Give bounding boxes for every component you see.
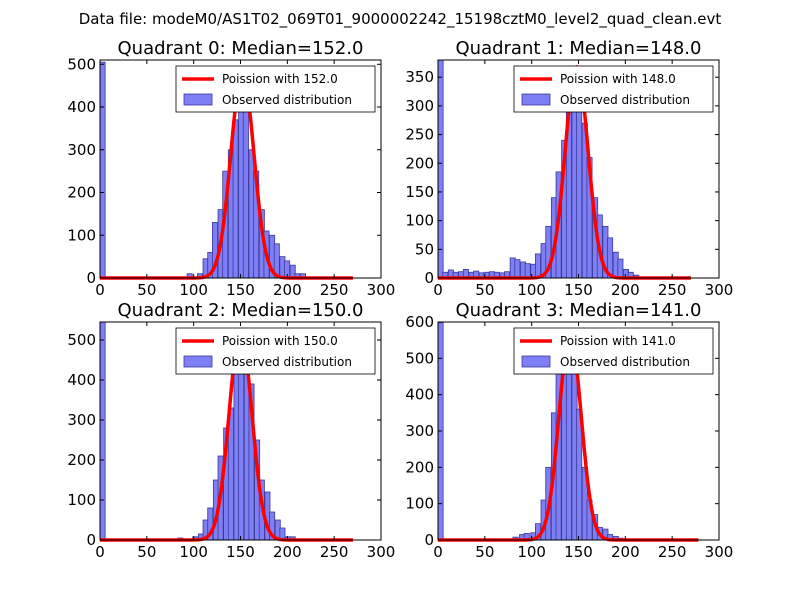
y-tick-label: 150	[405, 183, 434, 201]
x-tick-label: 50	[475, 281, 494, 299]
x-tick-label: 200	[611, 281, 640, 299]
y-tick-label: 100	[67, 491, 96, 509]
y-tick-label: 500	[405, 349, 434, 367]
y-tick-label: 200	[67, 451, 96, 469]
quadrant-2-chart: 0 50 100 150 200 250 300 0 100 200 300 400 500 Quadra…	[67, 300, 395, 561]
histogram-bar	[242, 102, 249, 279]
histogram-bar	[576, 88, 583, 279]
x-tick-label: 100	[179, 543, 208, 561]
y-tick-label: 0	[424, 531, 434, 549]
x-tick-label: 200	[273, 543, 302, 561]
histogram-bar	[535, 253, 541, 279]
x-tick-label: 50	[137, 543, 156, 561]
x-tick-label: 300	[367, 543, 396, 561]
legend-poisson-label: Poission with 141.0	[560, 334, 676, 348]
legend-poisson-label: Poission with 152.0	[222, 72, 338, 86]
x-tick-label: 150	[564, 543, 593, 561]
y-tick-label: 400	[67, 371, 96, 389]
legend-poisson-label: Poission with 150.0	[222, 334, 338, 348]
legend-observed-label: Observed distribution	[560, 355, 690, 369]
x-tick-label: 250	[658, 281, 687, 299]
x-tick-label: 100	[179, 281, 208, 299]
x-tick-label: 300	[705, 281, 734, 299]
y-tick-label: 250	[405, 126, 434, 144]
y-tick-label: 300	[405, 97, 434, 115]
y-tick-label: 300	[405, 422, 434, 440]
y-tick-label: 350	[405, 68, 434, 86]
x-tick-label: 150	[226, 543, 255, 561]
x-tick-label: 150	[564, 281, 593, 299]
y-tick-label: 200	[405, 154, 434, 172]
y-tick-label: 500	[67, 55, 96, 73]
x-tick-label: 250	[320, 543, 349, 561]
y-tick-label: 300	[67, 141, 96, 159]
legend-observed-label: Observed distribution	[560, 93, 690, 107]
x-tick-label: 250	[320, 281, 349, 299]
figure-suptitle: Data file: modeM0/AS1T02_069T01_90000022…	[79, 10, 722, 29]
x-tick-label: 150	[226, 281, 255, 299]
legend-observed-swatch	[183, 355, 213, 368]
histogram-bar	[617, 258, 624, 279]
quadrant-title: Quadrant 0: Median=152.0	[118, 38, 364, 59]
x-tick-label: 200	[611, 543, 640, 561]
y-tick-label: 400	[405, 386, 434, 404]
x-tick-label: 0	[433, 281, 443, 299]
x-tick-label: 100	[517, 281, 546, 299]
y-tick-label: 200	[67, 184, 96, 202]
y-tick-label: 400	[67, 98, 96, 116]
y-tick-label: 0	[86, 269, 96, 287]
quadrant-title: Quadrant 1: Median=148.0	[456, 38, 702, 59]
histogram-bar	[232, 119, 239, 279]
histogram-bar	[99, 321, 106, 541]
quadrant-title: Quadrant 3: Median=141.0	[456, 300, 702, 321]
x-tick-label: 0	[95, 543, 105, 561]
histogram-bar	[99, 61, 106, 279]
legend-observed-swatch	[521, 93, 551, 106]
x-tick-label: 300	[367, 281, 396, 299]
y-tick-label: 100	[405, 212, 434, 230]
x-tick-label: 100	[517, 543, 546, 561]
quadrant-title: Quadrant 2: Median=150.0	[118, 300, 364, 321]
y-tick-label: 200	[405, 458, 434, 476]
y-tick-label: 50	[415, 240, 434, 258]
legend-observed-label: Observed distribution	[222, 93, 352, 107]
y-tick-label: 600	[405, 313, 434, 331]
y-tick-label: 100	[67, 226, 96, 244]
legend-observed-swatch	[183, 93, 213, 106]
legend-poisson-label: Poission with 148.0	[560, 72, 676, 86]
histogram-bar	[437, 59, 444, 279]
quadrant-0-chart: 0 50 100 150 200 250 300 0 100 200 300 400 500 Quadra…	[67, 38, 395, 299]
legend-observed-swatch	[521, 355, 551, 368]
histogram-bar	[514, 259, 521, 279]
x-tick-label: 0	[433, 543, 443, 561]
quadrant-3-chart: 0 50 100 150 200 250 300 0 100 200 300 400 500 600 Qua…	[405, 300, 733, 561]
y-tick-label: 100	[405, 495, 434, 513]
x-tick-label: 0	[95, 281, 105, 299]
y-tick-label: 0	[86, 531, 96, 549]
y-tick-label: 500	[67, 331, 96, 349]
x-tick-label: 250	[658, 543, 687, 561]
histogram-bar	[524, 263, 531, 279]
y-tick-label: 300	[67, 411, 96, 429]
quadrant-1-chart: 0 50 100 150 200 250 300 0 50 100 150 200 250 300 350 Q…	[405, 38, 733, 299]
x-tick-label: 50	[137, 281, 156, 299]
x-tick-label: 50	[475, 543, 494, 561]
x-tick-label: 200	[273, 281, 302, 299]
y-tick-label: 0	[424, 269, 434, 287]
x-tick-label: 300	[705, 543, 734, 561]
legend-observed-label: Observed distribution	[222, 355, 352, 369]
